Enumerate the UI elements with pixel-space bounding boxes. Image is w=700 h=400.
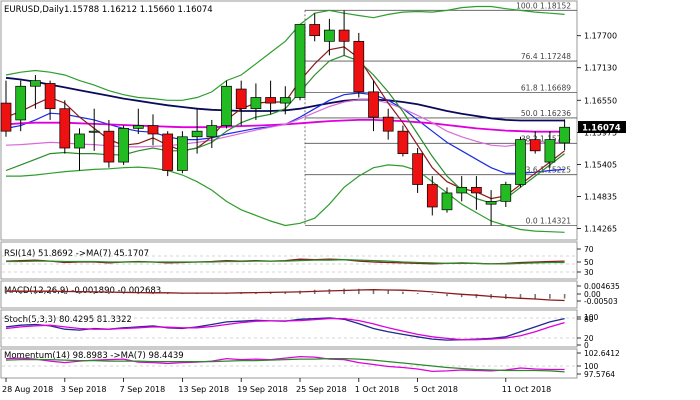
candle-body	[353, 40, 365, 93]
x-axis: 28 Aug 2018 3 Sep 2018 7 Sep 2018 13 Sep 20…	[2, 378, 551, 394]
y-tick-label: 102.6412	[584, 349, 620, 358]
candle-body	[132, 125, 144, 129]
y-axis: 1.14265 1.14835 1.15405 1.15975 1.16550 1.171…	[577, 32, 626, 379]
momentum-title: Momentum(14) 98.8983 ->MA(7) 98.4439	[4, 351, 184, 361]
rsi-panel: RSI(14) 51.8692 ->MA(7) 45.1707	[0, 241, 578, 280]
candle-body	[88, 130, 100, 133]
y-tick-label: 1.17700	[584, 32, 617, 41]
chart-header-title: EURUSD,Daily	[4, 5, 64, 15]
candle-body	[0, 102, 12, 132]
current-price-box	[578, 121, 626, 134]
candle-body	[338, 29, 350, 42]
y-tick-label: 100	[584, 313, 599, 322]
indicator-series-line	[6, 259, 565, 265]
y-tick-label: 30	[584, 268, 594, 277]
fib-level-label: 38.2 1.15784	[521, 134, 571, 143]
y-tick-label: 1.16550	[584, 96, 617, 105]
candle-body	[397, 130, 409, 154]
candle-body	[500, 184, 512, 202]
candle-body	[221, 85, 232, 126]
y-tick-label: 1.15405	[584, 161, 617, 170]
price-series-line	[6, 164, 565, 233]
candle-body	[147, 125, 159, 135]
candle-body	[382, 116, 394, 132]
candle-body	[118, 128, 129, 163]
y-tick-label: 0.00	[584, 290, 601, 299]
candle-body	[265, 97, 276, 104]
y-tick-label: 1.14265	[584, 225, 617, 234]
candle-body	[456, 186, 468, 194]
candle-body	[368, 91, 379, 118]
candle-body	[412, 153, 423, 185]
y-tick-label: 1.15975	[584, 129, 617, 138]
candle-body	[515, 139, 526, 185]
macd-panel: MACD(12,26,9) -0.001890 -0.002683	[0, 280, 578, 309]
y-tick-label: 50	[584, 258, 594, 267]
candle-body	[44, 83, 56, 110]
stoch-panel: Stoch(5,3,3) 80.4295 81.3322	[0, 309, 578, 348]
y-tick-label: 1.17130	[584, 64, 617, 73]
y-tick-label: 70	[584, 245, 594, 254]
indicator-series-line	[5, 357, 565, 373]
rsi-title: RSI(14) 51.8692 ->MA(7) 45.1707	[4, 249, 149, 259]
y-tick-label: 0	[584, 341, 589, 350]
candle-body	[103, 130, 115, 163]
candle-body	[294, 24, 306, 98]
candle-body	[250, 97, 262, 110]
y-tick-label: -0.00503	[584, 297, 618, 306]
candle-body	[162, 133, 174, 171]
indicator-series-line	[6, 289, 565, 302]
x-tick-label: 28 Aug 2018	[2, 385, 53, 394]
fib-level-label: 61.8 1.16689	[521, 83, 571, 92]
x-tick-label: 13 Sep 2018	[178, 385, 229, 394]
y-tick-label: 100	[584, 362, 599, 371]
x-tick-label: 7 Sep 2018	[120, 385, 166, 394]
candle-body	[191, 130, 203, 138]
indicator-series-line	[5, 317, 565, 341]
y-tick-label: 80	[584, 315, 594, 324]
fib-level-label: 0.0 1.14321	[526, 216, 572, 225]
candle-body	[324, 29, 335, 42]
candle-body	[426, 184, 438, 208]
macd-title: MACD(12,26,9) -0.001890 -0.002683	[4, 286, 161, 296]
candle-body	[206, 125, 218, 138]
y-tick-label: 97.5764	[584, 370, 615, 379]
candle-body	[559, 126, 570, 144]
x-tick-label: 3 Sep 2018	[61, 385, 107, 394]
candle-body	[529, 139, 541, 152]
candle-body	[30, 80, 41, 87]
momentum-panel: Momentum(14) 98.8983 ->MA(7) 98.4439	[0, 348, 578, 379]
indicator-series-line	[5, 355, 565, 373]
candle-body	[309, 24, 321, 37]
candle-body	[74, 133, 85, 149]
price-series-line	[5, 99, 565, 148]
fib-level-label: 23.6 1.15225	[521, 166, 571, 175]
x-tick-label: 25 Sep 2018	[296, 385, 347, 394]
x-tick-label: 11 Oct 2018	[502, 385, 551, 394]
candle-body	[177, 136, 188, 171]
fib-level-label: 100.0 1.18152	[516, 1, 571, 10]
x-tick-label: 1 Oct 2018	[355, 385, 399, 394]
candle-body	[485, 201, 497, 205]
price-series-line	[5, 5, 565, 101]
x-tick-label: 19 Sep 2018	[237, 385, 288, 394]
stoch-title: Stoch(5,3,3) 80.4295 81.3322	[4, 315, 132, 325]
fib-level-label: 76.4 1.17248	[521, 52, 571, 61]
plot-layer: 100.0 1.18152 76.4 1.17248 61.8 1.16689 50.…	[0, 1, 577, 373]
chart-header-ohlc: 1.15788 1.16212 1.15660 1.16074	[64, 5, 213, 15]
fib-level-label: 50.0 1.16236	[521, 109, 571, 118]
candle-body	[279, 97, 291, 104]
candle-body	[471, 186, 482, 194]
current-price-label: 1.16074	[582, 124, 621, 134]
y-tick-label: 1.14835	[584, 193, 617, 202]
x-tick-label: 5 Oct 2018	[414, 385, 458, 394]
candle-body	[235, 88, 247, 110]
candle-body	[544, 139, 556, 163]
candle-body	[59, 108, 71, 149]
candle-body	[15, 85, 27, 121]
y-tick-label: 20	[584, 334, 594, 343]
y-tick-label: 0.004635	[584, 282, 620, 291]
candle-body	[441, 192, 453, 211]
